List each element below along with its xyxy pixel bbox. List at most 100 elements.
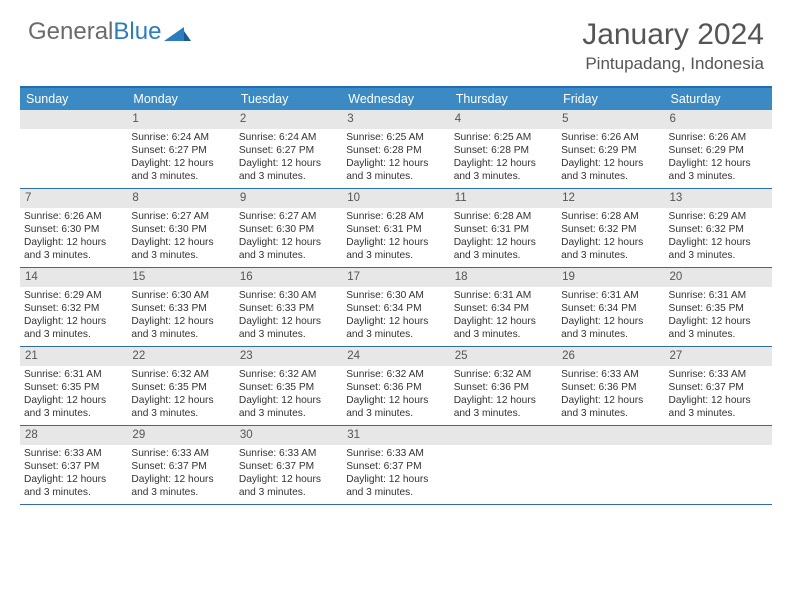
sunrise-line: Sunrise: 6:26 AM [561,131,660,144]
daylight-line: Daylight: 12 hours and 3 minutes. [454,157,553,183]
daylight-line: Daylight: 12 hours and 3 minutes. [239,315,338,341]
calendar-day: 28Sunrise: 6:33 AMSunset: 6:37 PMDayligh… [20,426,127,504]
sunrise-line: Sunrise: 6:27 AM [239,210,338,223]
day-number [557,426,664,445]
sunset-line: Sunset: 6:35 PM [239,381,338,394]
day-number: 1 [127,110,234,129]
sunrise-line: Sunrise: 6:32 AM [131,368,230,381]
calendar-day: 25Sunrise: 6:32 AMSunset: 6:36 PMDayligh… [450,347,557,425]
sunset-line: Sunset: 6:36 PM [454,381,553,394]
sunset-line: Sunset: 6:35 PM [669,302,768,315]
sunset-line: Sunset: 6:30 PM [239,223,338,236]
calendar-day: 15Sunrise: 6:30 AMSunset: 6:33 PMDayligh… [127,268,234,346]
sunrise-line: Sunrise: 6:33 AM [131,447,230,460]
day-number: 9 [235,189,342,208]
sunrise-line: Sunrise: 6:30 AM [239,289,338,302]
sunset-line: Sunset: 6:31 PM [346,223,445,236]
sunset-line: Sunset: 6:37 PM [131,460,230,473]
sunrise-line: Sunrise: 6:29 AM [669,210,768,223]
sunrise-line: Sunrise: 6:33 AM [239,447,338,460]
calendar-day-empty [665,426,772,504]
weekday-header: Wednesday [342,88,449,110]
day-number: 15 [127,268,234,287]
sunset-line: Sunset: 6:32 PM [561,223,660,236]
sunrise-line: Sunrise: 6:26 AM [24,210,123,223]
daylight-line: Daylight: 12 hours and 3 minutes. [454,315,553,341]
day-number: 27 [665,347,772,366]
logo: GeneralBlue [28,18,192,46]
sunrise-line: Sunrise: 6:31 AM [24,368,123,381]
sunset-line: Sunset: 6:27 PM [131,144,230,157]
day-number [450,426,557,445]
sunrise-line: Sunrise: 6:32 AM [239,368,338,381]
day-number: 24 [342,347,449,366]
day-number: 16 [235,268,342,287]
calendar-day: 4Sunrise: 6:25 AMSunset: 6:28 PMDaylight… [450,110,557,188]
logo-triangle-icon [164,23,192,41]
daylight-line: Daylight: 12 hours and 3 minutes. [454,394,553,420]
weekday-header: Sunday [20,88,127,110]
calendar-day: 26Sunrise: 6:33 AMSunset: 6:36 PMDayligh… [557,347,664,425]
calendar-day: 10Sunrise: 6:28 AMSunset: 6:31 PMDayligh… [342,189,449,267]
weekday-header: Saturday [665,88,772,110]
calendar-day-empty [20,110,127,188]
day-number [665,426,772,445]
calendar-day: 30Sunrise: 6:33 AMSunset: 6:37 PMDayligh… [235,426,342,504]
daylight-line: Daylight: 12 hours and 3 minutes. [131,236,230,262]
daylight-line: Daylight: 12 hours and 3 minutes. [131,394,230,420]
sunset-line: Sunset: 6:34 PM [454,302,553,315]
daylight-line: Daylight: 12 hours and 3 minutes. [131,157,230,183]
day-number: 18 [450,268,557,287]
day-number: 23 [235,347,342,366]
sunset-line: Sunset: 6:37 PM [346,460,445,473]
title-block: January 2024 Pintupadang, Indonesia [582,18,764,74]
daylight-line: Daylight: 12 hours and 3 minutes. [346,394,445,420]
day-number: 14 [20,268,127,287]
calendar-day: 16Sunrise: 6:30 AMSunset: 6:33 PMDayligh… [235,268,342,346]
calendar-day: 3Sunrise: 6:25 AMSunset: 6:28 PMDaylight… [342,110,449,188]
day-number: 6 [665,110,772,129]
calendar-day: 31Sunrise: 6:33 AMSunset: 6:37 PMDayligh… [342,426,449,504]
day-number: 19 [557,268,664,287]
sunset-line: Sunset: 6:27 PM [239,144,338,157]
sunrise-line: Sunrise: 6:28 AM [454,210,553,223]
daylight-line: Daylight: 12 hours and 3 minutes. [239,236,338,262]
day-number: 17 [342,268,449,287]
calendar-day: 23 Sunrise: 6:32 AMSunset: 6:35 PMDayligh… [235,347,342,425]
sunrise-line: Sunrise: 6:30 AM [346,289,445,302]
day-number: 22 [127,347,234,366]
day-number: 13 [665,189,772,208]
daylight-line: Daylight: 12 hours and 3 minutes. [346,315,445,341]
calendar-day: 14Sunrise: 6:29 AMSunset: 6:32 PMDayligh… [20,268,127,346]
calendar-day: 11Sunrise: 6:28 AMSunset: 6:31 PMDayligh… [450,189,557,267]
sunrise-line: Sunrise: 6:30 AM [131,289,230,302]
calendar-day-empty [557,426,664,504]
sunset-line: Sunset: 6:37 PM [24,460,123,473]
calendar-day: 9 Sunrise: 6:27 AMSunset: 6:30 PMDaylight… [235,189,342,267]
sunrise-line: Sunrise: 6:31 AM [454,289,553,302]
day-number: 2 [235,110,342,129]
calendar-day: 5Sunrise: 6:26 AMSunset: 6:29 PMDaylight… [557,110,664,188]
sunset-line: Sunset: 6:28 PM [454,144,553,157]
calendar-day: 7Sunrise: 6:26 AMSunset: 6:30 PMDaylight… [20,189,127,267]
day-number: 31 [342,426,449,445]
sunrise-line: Sunrise: 6:28 AM [346,210,445,223]
weekday-header: Thursday [450,88,557,110]
sunrise-line: Sunrise: 6:31 AM [561,289,660,302]
calendar-day: 29Sunrise: 6:33 AMSunset: 6:37 PMDayligh… [127,426,234,504]
sunset-line: Sunset: 6:36 PM [561,381,660,394]
daylight-line: Daylight: 12 hours and 3 minutes. [239,394,338,420]
day-number: 5 [557,110,664,129]
weekday-header: Friday [557,88,664,110]
calendar-day-empty [450,426,557,504]
sunset-line: Sunset: 6:29 PM [669,144,768,157]
calendar-week: 1Sunrise: 6:24 AMSunset: 6:27 PMDaylight… [20,110,772,189]
sunrise-line: Sunrise: 6:24 AM [131,131,230,144]
daylight-line: Daylight: 12 hours and 3 minutes. [561,236,660,262]
calendar-day: 8Sunrise: 6:27 AMSunset: 6:30 PMDaylight… [127,189,234,267]
day-number: 29 [127,426,234,445]
calendar: SundayMondayTuesdayWednesdayThursdayFrid… [20,86,772,505]
month-title: January 2024 [582,18,764,52]
sunrise-line: Sunrise: 6:33 AM [669,368,768,381]
weekday-header: Tuesday [235,88,342,110]
